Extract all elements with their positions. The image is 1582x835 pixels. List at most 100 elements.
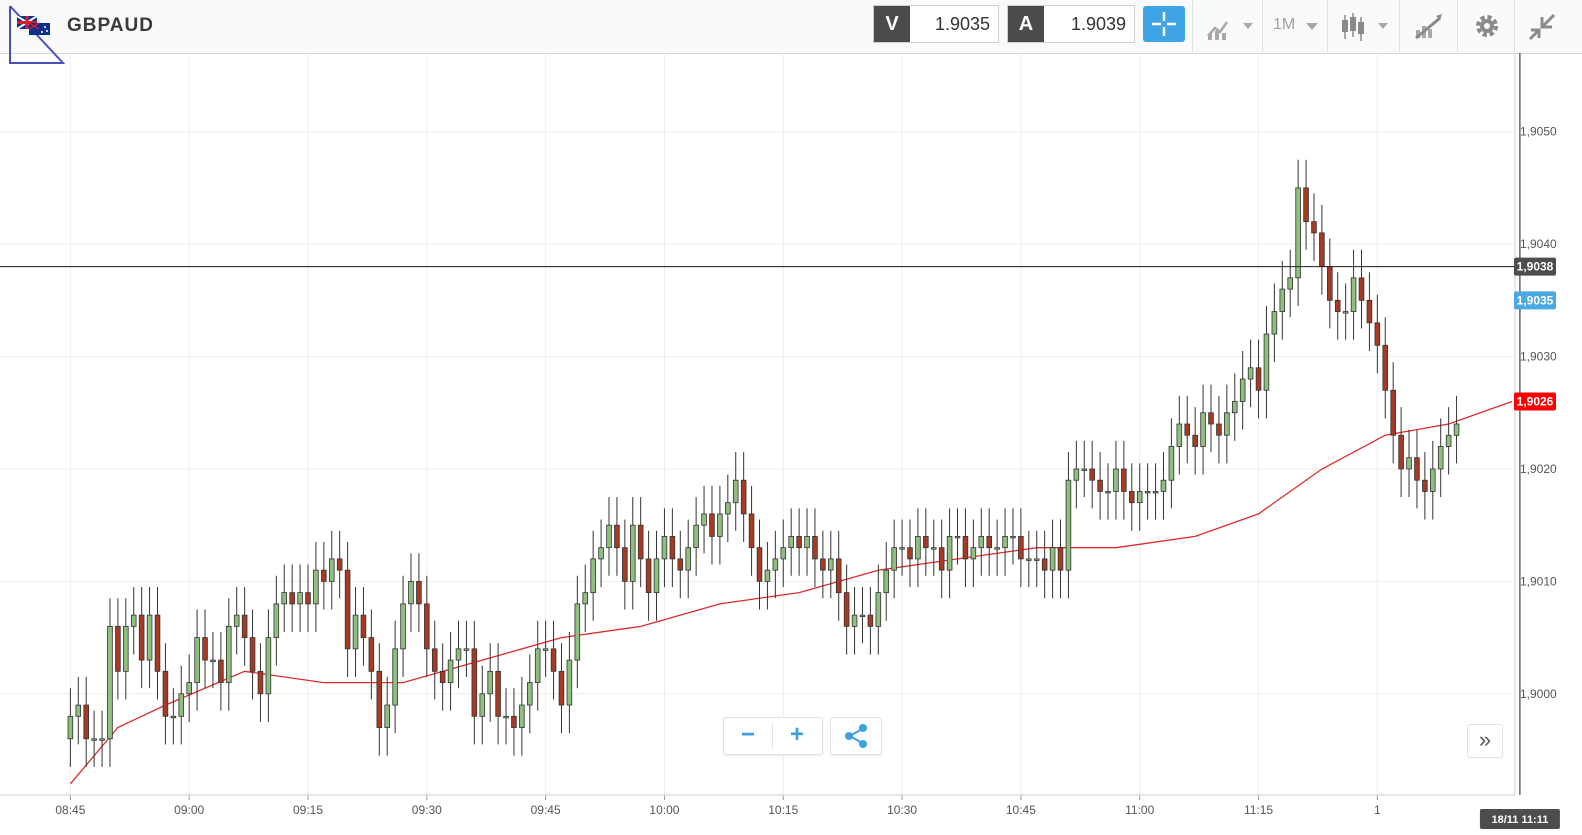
candle-body [83, 704, 89, 740]
candle-body [186, 682, 192, 695]
settings-button[interactable] [1457, 0, 1514, 52]
candle-body [788, 536, 794, 549]
candle-body [717, 513, 723, 537]
candle-body [566, 659, 573, 706]
price-chart[interactable]: 1,9000 1,9010 1,9020 1,9030 1,9040 1,9050 08:4… [0, 53, 1582, 835]
candle-body [629, 524, 636, 582]
candles-layer [67, 159, 1460, 767]
collapse-button[interactable] [1514, 0, 1582, 52]
sell-price-box[interactable]: V 1.9035 [873, 5, 999, 43]
candle-body [162, 670, 169, 717]
candle-body [1358, 277, 1365, 301]
candle-body [416, 580, 422, 605]
zoom-out-button[interactable]: − [740, 721, 755, 748]
timeframe-button[interactable]: 1M [1262, 0, 1327, 52]
y-tick-label: 1,9000 [1520, 687, 1557, 701]
candle-body [851, 614, 858, 627]
candle-body [1105, 491, 1111, 494]
candle-body [1319, 232, 1325, 268]
candle-body [1350, 277, 1357, 312]
candle-body [954, 536, 961, 539]
candle-body [202, 637, 208, 661]
candle-body [1057, 547, 1064, 571]
x-tick-label: 11:00 [1125, 803, 1154, 817]
candle-body [962, 536, 969, 560]
candle-body [1406, 457, 1412, 470]
candle-body [503, 715, 509, 719]
candle-body [91, 738, 97, 741]
candle-body [265, 637, 272, 695]
candle-body [479, 693, 486, 717]
x-tick-label: 10:45 [1006, 803, 1036, 817]
candle-body [519, 704, 525, 728]
zoom-in-button[interactable]: + [789, 721, 804, 748]
scroll-forward-button[interactable]: » [1467, 724, 1503, 758]
candle-body [1445, 434, 1452, 447]
candle-body [590, 558, 596, 594]
candle-body [1089, 468, 1095, 481]
candle-body [653, 558, 660, 594]
bid-price-tag-bg [1514, 291, 1556, 310]
candle-body [241, 614, 248, 639]
candle-body [313, 569, 319, 605]
drawing-tools-button[interactable] [1399, 0, 1457, 52]
candle-body [1390, 389, 1396, 436]
candle-body [1081, 468, 1088, 471]
candle-body [115, 625, 121, 672]
candle-body [986, 536, 992, 549]
candle-body [99, 738, 105, 741]
candle-body [447, 659, 454, 683]
candle-style-button[interactable] [1327, 0, 1399, 52]
cursor-price-tag: 1,9038 [1517, 260, 1554, 274]
x-tick-label: 09:15 [293, 803, 323, 817]
buy-badge: A [1008, 6, 1044, 42]
candle-body [1303, 187, 1309, 223]
candle-body [170, 715, 177, 719]
candle-body [1168, 446, 1175, 481]
candle-body [249, 637, 256, 672]
candle-body [1192, 434, 1198, 447]
x-tick-label: 11:15 [1244, 803, 1273, 817]
candle-body [352, 614, 359, 650]
candle-body [923, 536, 929, 549]
candle-body [582, 592, 589, 605]
share-icon [845, 724, 867, 748]
share-button[interactable] [830, 717, 882, 755]
x-tick-label: 10:30 [887, 803, 917, 817]
candle-body [645, 558, 652, 594]
crosshair-button[interactable] [1143, 6, 1185, 42]
candle-body [661, 536, 668, 560]
candle-body [1121, 468, 1127, 492]
ma-price-tag-bg [1514, 392, 1556, 411]
candle-body [1382, 344, 1389, 391]
candle-body [360, 614, 367, 639]
candle-body [558, 670, 565, 706]
candle-body [725, 502, 731, 515]
candle-body [146, 614, 153, 661]
candle-body [1239, 378, 1246, 402]
candle-body [1231, 401, 1238, 414]
chart-type-button[interactable] [1192, 0, 1262, 52]
candle-body [606, 524, 612, 549]
x-tick-label: 10:15 [768, 803, 798, 817]
candle-body [978, 536, 985, 549]
candle-body [693, 524, 699, 549]
candle-body [194, 637, 200, 683]
candle-body [289, 592, 295, 605]
candle-body [1065, 479, 1072, 571]
drawing-icon [1415, 14, 1442, 40]
candle-body [1144, 491, 1151, 494]
candle-body [764, 569, 771, 582]
buy-price-box[interactable]: A 1.9039 [1007, 5, 1135, 43]
candle-body [1224, 412, 1230, 436]
y-tick-label: 1,9040 [1520, 237, 1557, 251]
candle-body [812, 536, 818, 560]
y-tick-label: 1,9030 [1520, 350, 1557, 364]
candle-body [297, 592, 303, 605]
candle-body [495, 670, 501, 717]
instrument-symbol: GBPAUD [67, 15, 154, 36]
zoom-separator [772, 724, 773, 748]
chevron-down-icon [1306, 23, 1318, 30]
candle-body [614, 524, 620, 549]
candle-body [1279, 288, 1286, 312]
